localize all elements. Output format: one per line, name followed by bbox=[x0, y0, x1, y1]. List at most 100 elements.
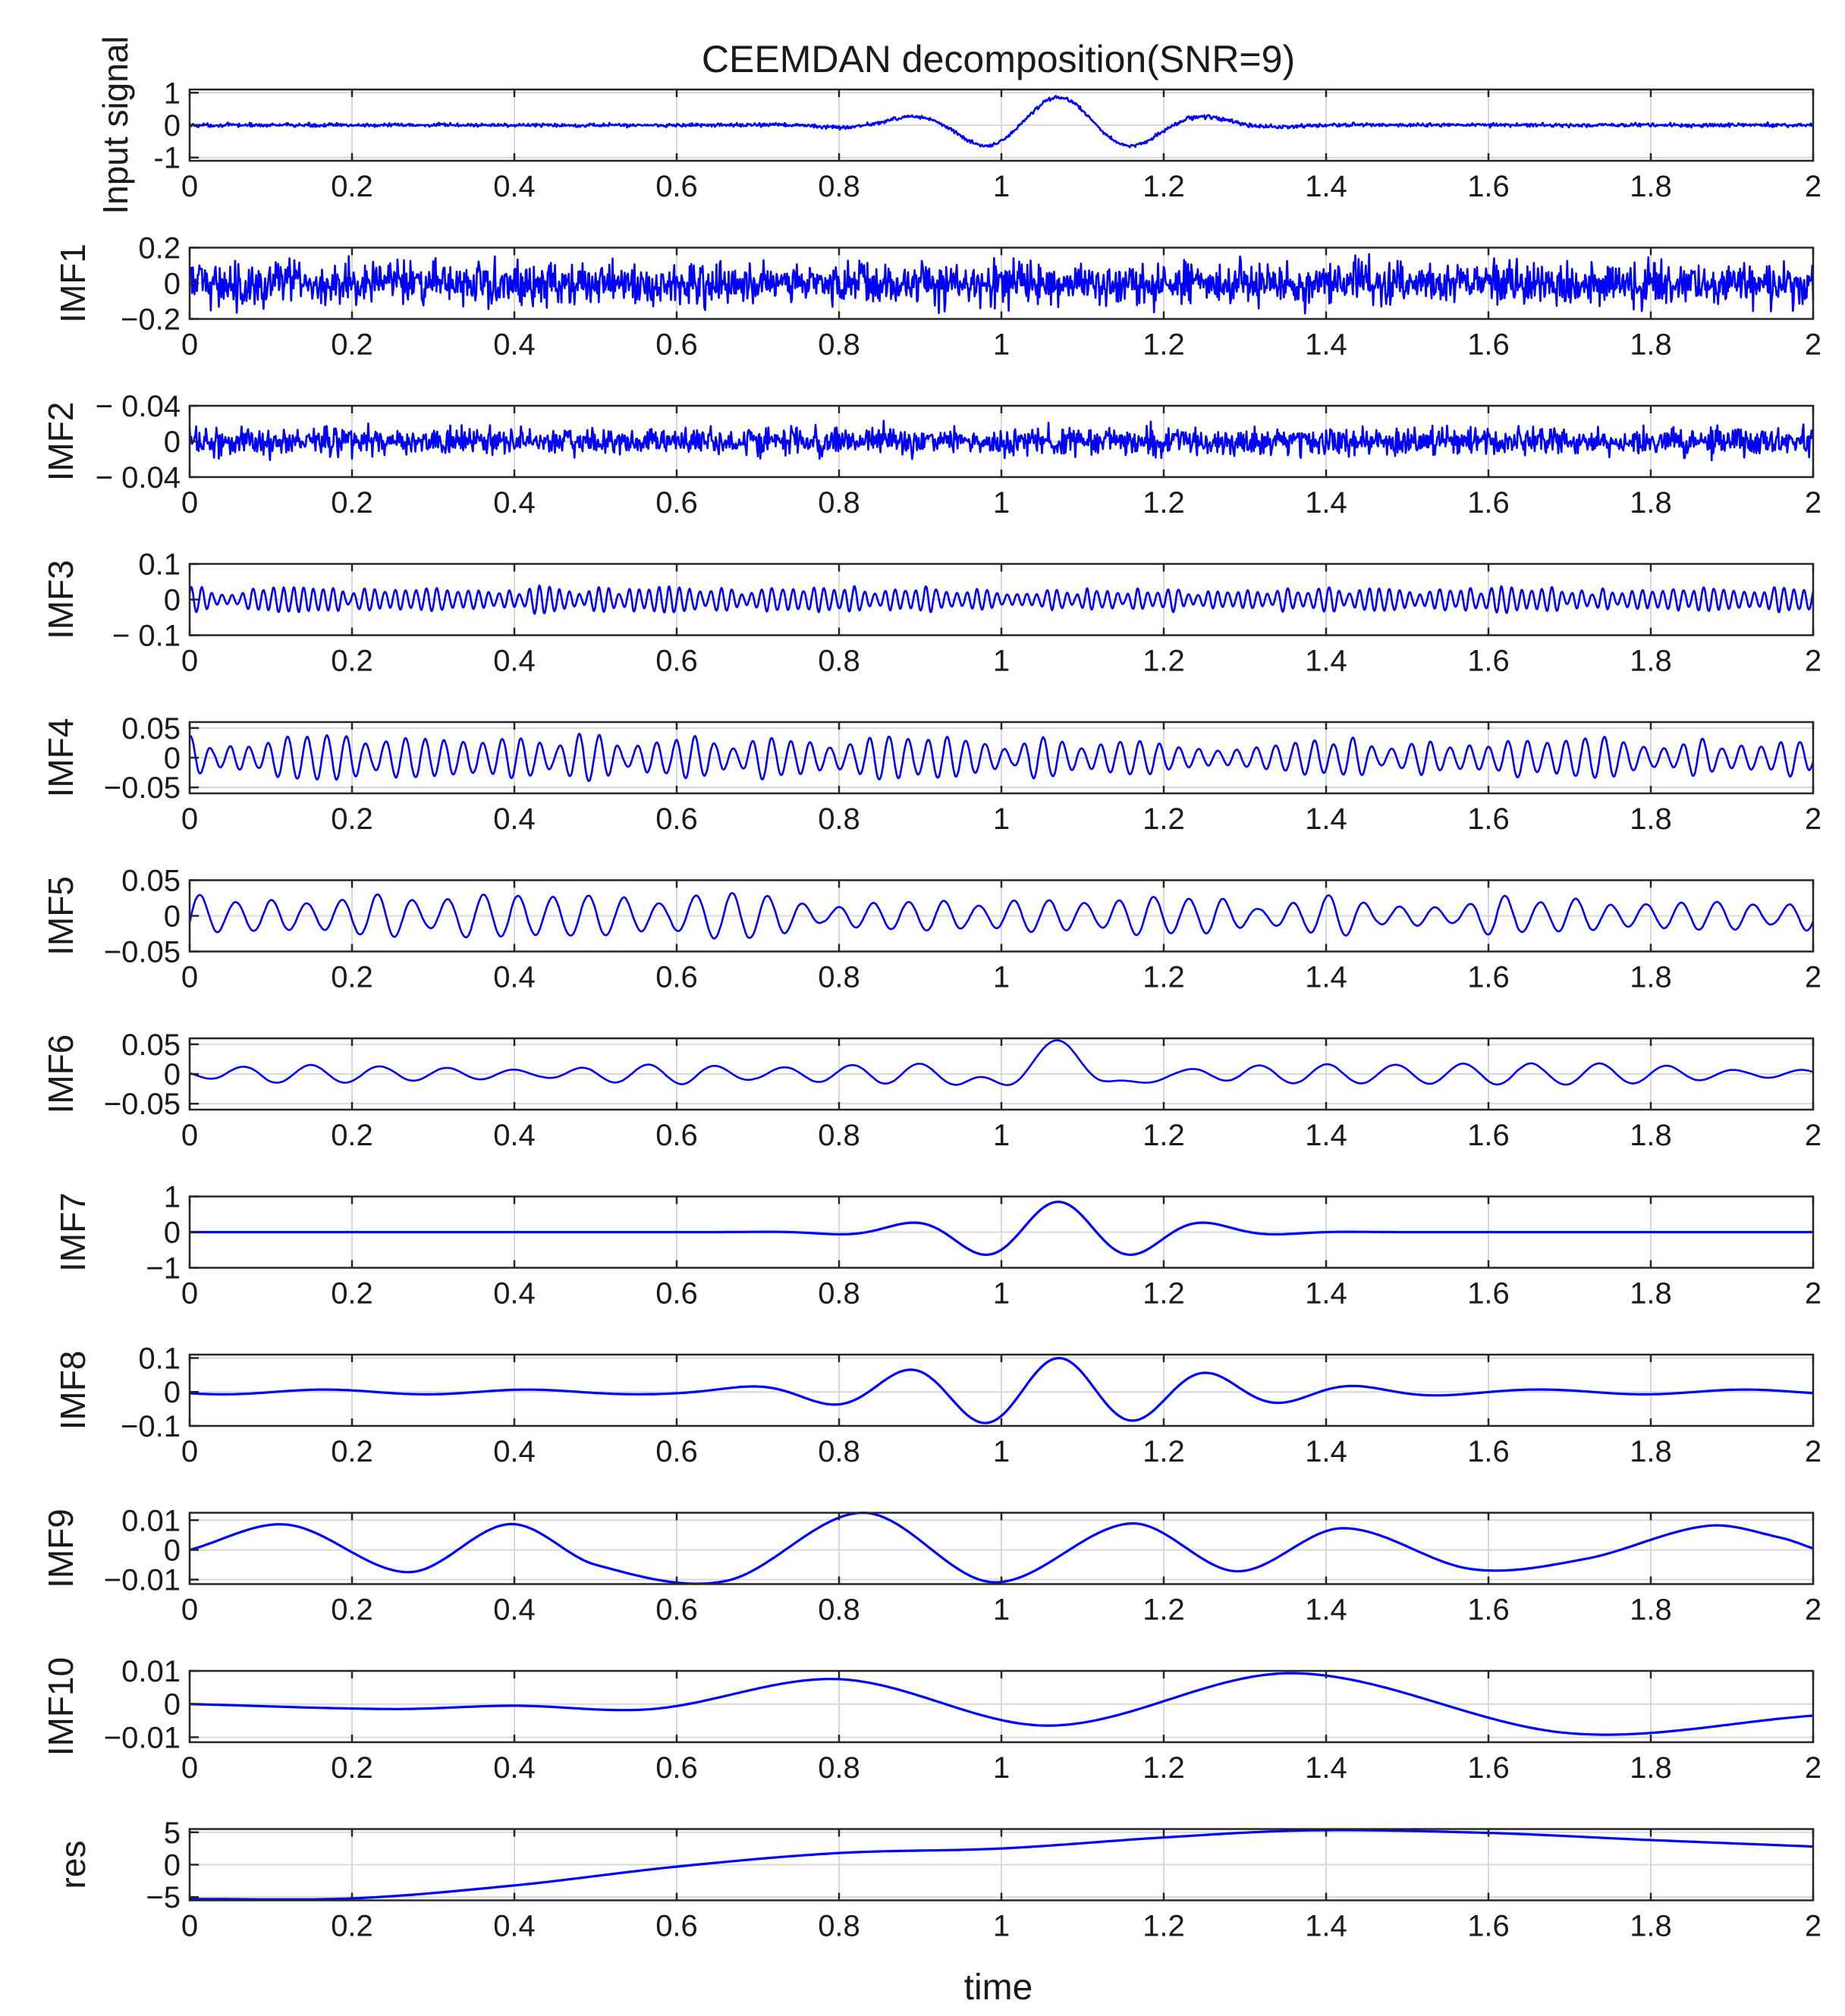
x-tick-label: 0.4 bbox=[493, 1910, 536, 1943]
subplot-imf4: 0 0.2 0.4 0.6 0.8 1 1.2 1.4 1.6 1.8 20.050−0.05IMF… bbox=[41, 712, 1821, 836]
x-tick-label: 1.4 bbox=[1305, 1277, 1347, 1311]
x-tick-label: 0 bbox=[181, 170, 198, 203]
x-tick-label: 0.2 bbox=[331, 486, 373, 520]
y-tick-label: 0 bbox=[164, 1534, 181, 1567]
subplot-imf10: 0 0.2 0.4 0.6 0.8 1 1.2 1.4 1.6 1.8 20.010−0.01IMF… bbox=[41, 1655, 1821, 1785]
subplot-imf5: 0 0.2 0.4 0.6 0.8 1 1.2 1.4 1.6 1.8 20.050−0.05IMF… bbox=[41, 865, 1821, 994]
y-tick-label: 1 bbox=[164, 77, 181, 110]
x-tick-label: 2 bbox=[1805, 961, 1821, 994]
y-axis-label: Input signal bbox=[96, 36, 135, 214]
x-tick-label: 0 bbox=[181, 328, 198, 362]
x-tick-label: 1.8 bbox=[1630, 1119, 1672, 1152]
x-tick-label: 1.2 bbox=[1143, 802, 1185, 836]
x-tick-label: 1.2 bbox=[1143, 1119, 1185, 1152]
x-tick-label: 1.8 bbox=[1630, 1594, 1672, 1627]
x-tick-label: 0.4 bbox=[493, 1751, 536, 1785]
y-tick-label: −0.1 bbox=[121, 1410, 181, 1443]
x-tick-label: 0.6 bbox=[655, 961, 698, 994]
x-tick-label: 1 bbox=[993, 1435, 1010, 1468]
x-tick-label: 0 bbox=[181, 1910, 198, 1943]
x-tick-label: 1.2 bbox=[1143, 1910, 1185, 1943]
series-line-imf6 bbox=[189, 1039, 1814, 1086]
y-axis-label: IMF4 bbox=[41, 718, 80, 798]
y-axis-label: IMF7 bbox=[53, 1192, 93, 1272]
x-tick-label: 2 bbox=[1805, 1594, 1821, 1627]
y-tick-label: 0.05 bbox=[121, 865, 181, 898]
x-tick-label: 0.2 bbox=[331, 961, 373, 994]
x-tick-label: 0.4 bbox=[493, 645, 536, 678]
x-tick-label: 1.4 bbox=[1305, 486, 1347, 520]
x-tick-label: 0.8 bbox=[818, 1435, 860, 1468]
x-tick-label: 1.6 bbox=[1467, 1910, 1510, 1943]
y-tick-label: 0 bbox=[164, 1058, 181, 1091]
x-tick-label: 1.2 bbox=[1143, 961, 1185, 994]
x-tick-label: 0.8 bbox=[818, 1751, 860, 1785]
x-tick-label: 0.2 bbox=[331, 1910, 373, 1943]
x-tick-label: 0.4 bbox=[493, 1435, 536, 1468]
chart-title: CEEMDAN decomposition(SNR=9) bbox=[702, 38, 1295, 80]
y-tick-label: 0 bbox=[164, 268, 181, 301]
y-tick-label: 0 bbox=[164, 900, 181, 934]
x-tick-label: 0 bbox=[181, 1119, 198, 1152]
y-tick-label: 0 bbox=[164, 1217, 181, 1250]
x-tick-label: 1.8 bbox=[1630, 1751, 1672, 1785]
x-tick-label: 1.2 bbox=[1143, 170, 1185, 203]
y-axis-label: IMF5 bbox=[41, 876, 80, 956]
x-tick-label: 0.8 bbox=[818, 1277, 860, 1311]
x-tick-label: 1.8 bbox=[1630, 1910, 1672, 1943]
x-tick-label: 1.6 bbox=[1467, 1594, 1510, 1627]
subplot-imf2: 0 0.2 0.4 0.6 0.8 1 1.2 1.4 1.6 1.8 2− 0.040− 0.04… bbox=[41, 390, 1821, 520]
x-tick-label: 2 bbox=[1805, 1751, 1821, 1785]
x-tick-label: 1.6 bbox=[1467, 328, 1510, 362]
series-line-imf4 bbox=[189, 733, 1815, 783]
x-tick-label: 0.2 bbox=[331, 328, 373, 362]
x-tick-label: 0.4 bbox=[493, 1594, 536, 1627]
x-tick-label: 0.4 bbox=[493, 170, 536, 203]
y-tick-label: 5 bbox=[164, 1817, 181, 1850]
y-tick-label: 0.05 bbox=[121, 1028, 181, 1062]
series-line-imf7 bbox=[190, 1200, 1813, 1257]
series-line-imf5 bbox=[188, 892, 1815, 940]
y-tick-label: 1 bbox=[164, 1181, 181, 1214]
x-tick-label: 1.6 bbox=[1467, 1435, 1510, 1468]
x-tick-label: 1.4 bbox=[1305, 1594, 1347, 1627]
x-tick-label: 1 bbox=[993, 1910, 1010, 1943]
x-tick-label: 1.6 bbox=[1467, 645, 1510, 678]
x-tick-label: 0.4 bbox=[493, 961, 536, 994]
x-tick-label: 1.4 bbox=[1305, 961, 1347, 994]
x-tick-label: 1 bbox=[993, 645, 1010, 678]
series-line-res bbox=[190, 1829, 1814, 1901]
x-tick-label: 0.6 bbox=[655, 1119, 698, 1152]
x-tick-label: 0 bbox=[181, 961, 198, 994]
x-tick-label: 0 bbox=[181, 1751, 198, 1785]
x-tick-label: 0.4 bbox=[493, 1119, 536, 1152]
x-tick-label: 0.6 bbox=[655, 1594, 698, 1627]
y-tick-label: 0 bbox=[164, 425, 181, 459]
x-tick-label: 1.6 bbox=[1467, 961, 1510, 994]
x-tick-label: 0.6 bbox=[655, 328, 698, 362]
x-tick-label: 1.4 bbox=[1305, 1435, 1347, 1468]
x-tick-label: 1.2 bbox=[1143, 1277, 1185, 1311]
x-tick-label: 0.6 bbox=[655, 1910, 698, 1943]
y-tick-label: 0.05 bbox=[121, 712, 181, 746]
x-tick-label: 0.2 bbox=[331, 802, 373, 836]
x-tick-label: 1 bbox=[993, 961, 1010, 994]
x-tick-label: 1.8 bbox=[1630, 645, 1672, 678]
y-tick-label: 0.2 bbox=[138, 232, 181, 265]
y-tick-label: −1 bbox=[146, 1252, 181, 1286]
x-tick-label: 1.2 bbox=[1143, 486, 1185, 520]
x-tick-label: 1.6 bbox=[1467, 802, 1510, 836]
x-tick-label: 1.8 bbox=[1630, 1277, 1672, 1311]
x-tick-label: 1 bbox=[993, 1594, 1010, 1627]
x-tick-label: 2 bbox=[1805, 486, 1821, 520]
x-tick-label: 1 bbox=[993, 486, 1010, 520]
x-tick-label: 1.4 bbox=[1305, 645, 1347, 678]
x-tick-label: 0.8 bbox=[818, 645, 860, 678]
y-tick-label: 0 bbox=[164, 109, 181, 143]
y-axis-label: IMF10 bbox=[41, 1657, 80, 1756]
